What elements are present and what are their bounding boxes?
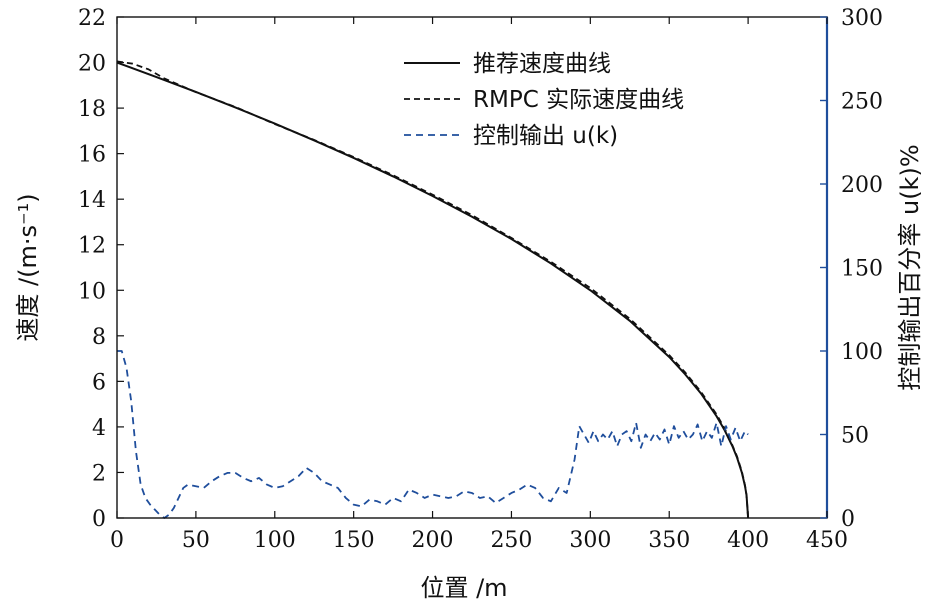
y-left-tick-label: 10: [78, 279, 106, 304]
legend: 推荐速度曲线 RMPC 实际速度曲线 控制输出 u(k): [404, 51, 684, 149]
y-right-tick-label: 150: [841, 257, 883, 282]
legend-label-recommended: 推荐速度曲线: [473, 51, 611, 77]
left-y-axis-title: 速度 /(m·s⁻¹): [14, 193, 42, 341]
y-left-tick-label: 4: [92, 416, 106, 441]
x-axis-title: 位置 /m: [420, 574, 507, 602]
x-tick-label: 150: [333, 528, 375, 553]
y-left-tick-label: 18: [78, 97, 106, 122]
y-right-tick-label: 200: [841, 173, 883, 198]
labels-layer: 0 50 100 150 200 250 300 350 400 4500246810121416…: [78, 6, 883, 553]
x-tick-label: 100: [254, 528, 296, 553]
y-right-tick-label: 300: [841, 6, 883, 31]
y-left-tick-label: 2: [92, 461, 106, 486]
series-layer: [116, 60, 750, 519]
x-tick-label: 50: [182, 528, 210, 553]
x-tick-label: 0: [110, 528, 124, 553]
recommended-speed-line: [116, 61, 750, 519]
x-tick-label: 200: [412, 528, 454, 553]
y-left-tick-label: 8: [92, 325, 106, 350]
legend-label-actual: RMPC 实际速度曲线: [473, 87, 684, 113]
control-output-line: [117, 350, 749, 519]
y-left-tick-label: 20: [78, 52, 106, 77]
legend-label-control: 控制输出 u(k): [473, 123, 618, 149]
y-left-tick-label: 0: [92, 507, 106, 532]
y-left-tick-label: 6: [92, 370, 106, 395]
ticks-layer: [116, 16, 828, 519]
y-left-tick-label: 16: [78, 143, 106, 168]
rmpc-actual-speed-line: [116, 60, 750, 519]
y-left-tick-label: 12: [78, 234, 106, 259]
y-right-tick-label: 250: [841, 90, 883, 115]
x-tick-label: 250: [490, 528, 532, 553]
x-tick-label: 400: [727, 528, 769, 553]
y-right-tick-label: 50: [841, 424, 869, 449]
y-right-tick-label: 0: [841, 507, 855, 532]
x-tick-label: 300: [569, 528, 611, 553]
x-tick-label: 350: [648, 528, 690, 553]
y-left-tick-label: 14: [78, 188, 106, 213]
right-y-axis-title: 控制输出百分率 u(k)%: [896, 144, 924, 390]
x-tick-label: 450: [806, 528, 848, 553]
y-left-tick-label: 22: [78, 6, 106, 31]
y-right-tick-label: 100: [841, 340, 883, 365]
